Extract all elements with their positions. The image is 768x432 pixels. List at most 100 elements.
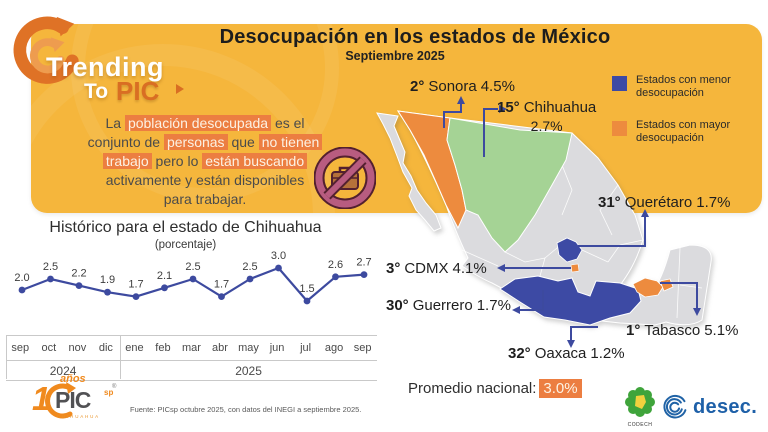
registered-icon: ® xyxy=(112,384,117,390)
data-point xyxy=(161,284,168,292)
chart-title: Histórico para el estado de Chihuahua xyxy=(49,219,322,236)
month-tick: dic xyxy=(98,342,113,354)
label-sonora: 2° Sonora 4.5% xyxy=(410,78,515,95)
data-point-label: 2.6 xyxy=(328,259,343,271)
page-title: Desocupación en los estados de México xyxy=(219,26,611,48)
pic-logo-arc-icon xyxy=(45,382,76,419)
brand-arrow-icon xyxy=(176,84,184,94)
definition-block: La población desocupada es el conjunto de… xyxy=(52,114,358,209)
legend-label: Estados con menor xyxy=(636,74,731,86)
month-tick: abr xyxy=(212,342,228,354)
month-axis: sep oct nov dic ene feb mar abr may jun jul ago sep … xyxy=(6,335,377,381)
data-point xyxy=(303,297,311,305)
national-average: Promedio nacional: 3.0% xyxy=(408,379,582,398)
chart-subtitle: (porcentaje) xyxy=(154,239,217,251)
desec-label: desec. xyxy=(693,396,758,418)
data-point-label: 1.7 xyxy=(214,279,229,291)
connector-arrowheads xyxy=(457,96,701,348)
page-subtitle: Septiembre 2025 xyxy=(345,49,445,63)
codech-label: CODECH xyxy=(627,422,653,428)
data-point-label: 1.9 xyxy=(100,274,115,286)
data-point xyxy=(189,275,197,283)
month-tick: sep xyxy=(353,342,372,354)
month-tick: nov xyxy=(68,342,87,354)
pic-logo-number: 1 xyxy=(32,380,51,417)
data-point xyxy=(360,271,368,278)
national-average-value: 3.0% xyxy=(539,379,582,398)
data-point-label: 2.1 xyxy=(157,270,172,282)
desec-logo: desec. xyxy=(662,394,757,421)
state-chihuahua xyxy=(446,117,573,253)
month-tick: jun xyxy=(269,342,285,354)
label-oaxaca: 32° Oaxaca 1.2% xyxy=(508,345,625,362)
month-tick: jul xyxy=(300,342,312,354)
month-tick: may xyxy=(238,342,259,354)
pic-logo: 1 PIC sp ® años CHIHUAHUA xyxy=(30,373,125,428)
data-point xyxy=(47,275,54,283)
legend-swatch-blue xyxy=(612,76,627,91)
desec-swirl-icon xyxy=(663,394,687,419)
data-point xyxy=(104,288,111,296)
pic-logo-sup: sp xyxy=(104,388,114,397)
state-guerrero-oaxaca xyxy=(499,275,642,326)
brand-text-pic: PIC xyxy=(116,76,160,106)
axis-divider xyxy=(120,335,121,379)
legend-item-mayor: Estados con mayor desocupación xyxy=(612,119,730,145)
data-point-label: 2.2 xyxy=(71,268,86,280)
label-tabasco: 1° Tabasco 5.1% xyxy=(626,322,739,339)
axis-divider xyxy=(6,335,7,379)
data-point xyxy=(246,275,254,283)
data-point xyxy=(18,286,26,294)
month-tick: ago xyxy=(324,342,344,354)
legend-item-menor: Estados con menor desocupación xyxy=(612,74,731,100)
data-point xyxy=(275,264,282,272)
data-point xyxy=(332,273,339,281)
label-chihuahua: 15° Chihuahua 2.7% xyxy=(497,99,597,134)
pic-logo-anios: años xyxy=(60,373,86,385)
source-text: Fuente: PICsp octubre 2025, con datos de… xyxy=(130,405,362,414)
brand-text-trending: Trending xyxy=(46,52,164,82)
legend-label: desocupación xyxy=(636,132,704,144)
brand-text-to: To xyxy=(84,80,109,103)
legend-swatch-orange xyxy=(612,121,627,136)
no-work-icon xyxy=(314,147,376,209)
data-point-label: 2.7 xyxy=(356,257,371,269)
year-tick: 2024 xyxy=(49,363,77,378)
legend-label: desocupación xyxy=(636,87,704,99)
data-point-label: 2.5 xyxy=(185,261,200,273)
data-point-label: 2.0 xyxy=(14,272,29,284)
data-point xyxy=(218,293,225,300)
brand-logo: Trending To PIC xyxy=(4,10,214,120)
label-queretaro: 31° Querétaro 1.7% xyxy=(598,194,731,211)
month-tick: mar xyxy=(181,342,201,354)
state-baja-california xyxy=(376,112,442,232)
month-tick: feb xyxy=(155,342,171,354)
month-tick: sep xyxy=(11,342,30,354)
year-row: 2024 2025 xyxy=(6,361,377,381)
codech-icon xyxy=(625,387,655,417)
data-point xyxy=(132,293,140,300)
state-cdmx xyxy=(570,263,580,273)
data-point-label: 2.5 xyxy=(242,261,257,273)
label-cdmx: 3° CDMX 4.1% xyxy=(386,260,487,277)
state-queretaro xyxy=(556,237,583,263)
landmass xyxy=(376,110,712,326)
month-tick: ene xyxy=(125,342,144,354)
legend-label: Estados con mayor xyxy=(636,119,731,131)
national-average-label: Promedio nacional: xyxy=(408,380,537,397)
state-tabasco xyxy=(632,277,664,298)
swirl-icon xyxy=(13,16,79,84)
data-point-label: 3.0 xyxy=(271,250,286,262)
month-tick: oct xyxy=(41,342,57,354)
label-guerrero: 30° Guerrero 1.7% xyxy=(386,297,511,314)
map-connectors xyxy=(443,103,698,341)
month-row: sep oct nov dic ene feb mar abr may jun jul ago sep xyxy=(6,335,377,361)
data-point-label: 2.5 xyxy=(43,261,58,273)
data-point xyxy=(75,282,83,289)
data-point-label: 1.5 xyxy=(299,283,314,295)
year-tick: 2025 xyxy=(235,363,262,378)
mexico-map xyxy=(376,96,712,348)
codech-logo: CODECH xyxy=(622,386,658,428)
pic-logo-place: CHIHUAHUA xyxy=(57,414,100,419)
